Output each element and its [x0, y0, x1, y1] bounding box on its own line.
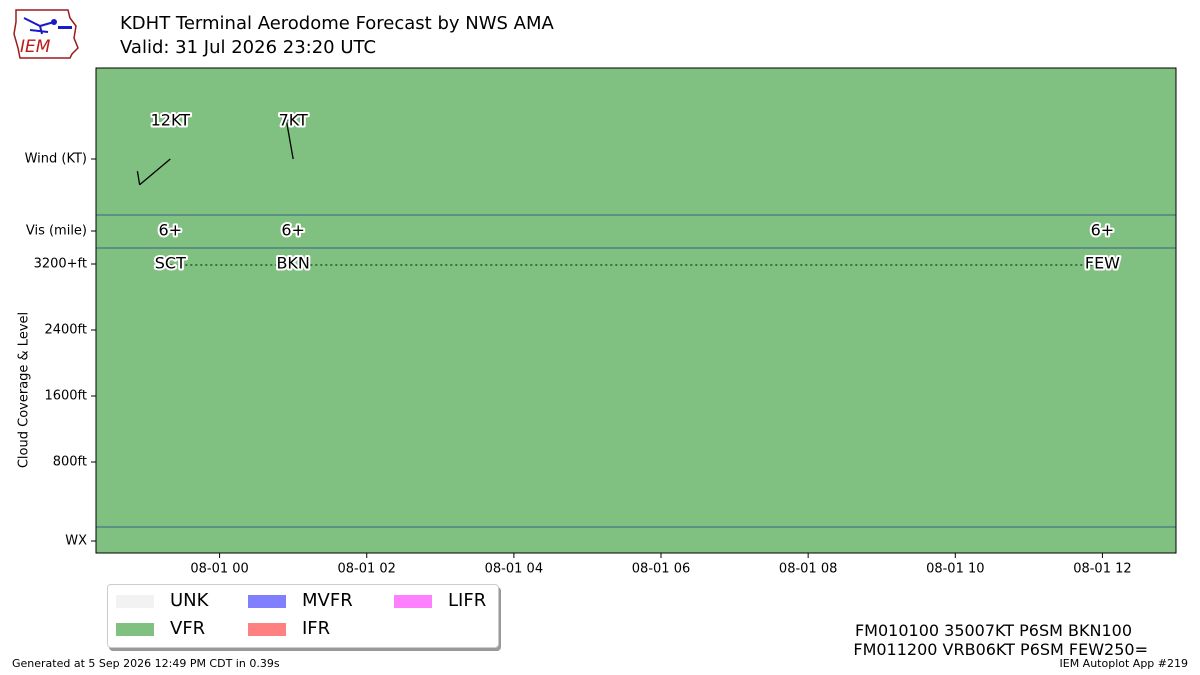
legend-swatch-vfr — [116, 623, 154, 636]
iem-logo: IEM — [13, 9, 79, 59]
chart-title: KDHT Terminal Aerodome Forecast by NWS A… — [120, 13, 554, 34]
taf-line-2: FM011200 VRB06KT P6SM FEW250= — [853, 640, 1148, 659]
cloud-label-0: SCT — [155, 254, 186, 273]
ytick-cloud-1-label: 2400ft — [44, 323, 87, 338]
wind-barb-feather-0 — [136, 170, 141, 185]
plot-frame — [95, 67, 1177, 554]
wind-barb-staff-0 — [139, 158, 171, 186]
generated-timestamp: Generated at 5 Sep 2026 12:49 PM CDT in … — [12, 657, 280, 670]
ytick-cloud-3-label: 800ft — [53, 455, 87, 470]
taf-line-1: FM010100 35007KT P6SM BKN100 — [854, 621, 1132, 640]
valid-time: Valid: 31 Jul 2026 23:20 UTC — [120, 37, 377, 58]
ytick-wind-label: Wind (KT) — [25, 152, 87, 167]
wind-barb-staff-1 — [285, 119, 294, 160]
cloud-label-1: BKN — [276, 254, 309, 273]
legend: UNK VFR MVFR IFR LIFR — [107, 584, 499, 648]
ytick-cloud-0-label: 3200+ft — [34, 257, 87, 272]
wind-barb-feather-1 — [285, 118, 293, 123]
xtick-label-0: 08-01 00 — [190, 562, 248, 577]
autoplot-id: IEM Autoplot App #219 — [1059, 657, 1189, 670]
plot-area: Wind (KT) Vis (mile) WX 3200+ft 2400ft 1600ft… — [17, 67, 1177, 577]
ytick-vis-label: Vis (mile) — [26, 224, 87, 239]
ytick-wx-label: WX — [65, 534, 87, 549]
legend-swatch-unk — [116, 595, 154, 608]
legend-label-unk: UNK — [170, 590, 209, 611]
xtick-label-4: 08-01 08 — [779, 562, 837, 577]
logo-text: IEM — [20, 37, 51, 57]
wind-label-1: 7KT — [279, 111, 308, 130]
vis-label-0: 6+ — [159, 221, 183, 240]
legend-swatch-mvfr — [248, 595, 286, 608]
xtick-label-1: 08-01 02 — [338, 562, 396, 577]
ytick-cloud-2-label: 1600ft — [44, 389, 87, 404]
wind-label-0: 12KT — [151, 111, 191, 130]
xtick-label-6: 08-01 12 — [1073, 562, 1131, 577]
xtick-label-3: 08-01 06 — [632, 562, 690, 577]
legend-swatch-lifr — [394, 595, 432, 608]
vis-label-1: 6+ — [281, 221, 305, 240]
xtick-label-5: 08-01 10 — [926, 562, 984, 577]
legend-label-lifr: LIFR — [448, 590, 487, 611]
legend-swatch-ifr — [248, 623, 286, 636]
xtick-label-2: 08-01 04 — [485, 562, 543, 577]
legend-label-vfr: VFR — [170, 618, 206, 639]
cloud-label-2: FEW — [1085, 254, 1120, 273]
y-axis-label: Cloud Coverage & Level — [17, 312, 32, 468]
legend-label-ifr: IFR — [302, 618, 331, 639]
vis-label-2: 6+ — [1091, 221, 1115, 240]
legend-label-mvfr: MVFR — [302, 590, 353, 611]
vfr-background — [96, 68, 1176, 553]
